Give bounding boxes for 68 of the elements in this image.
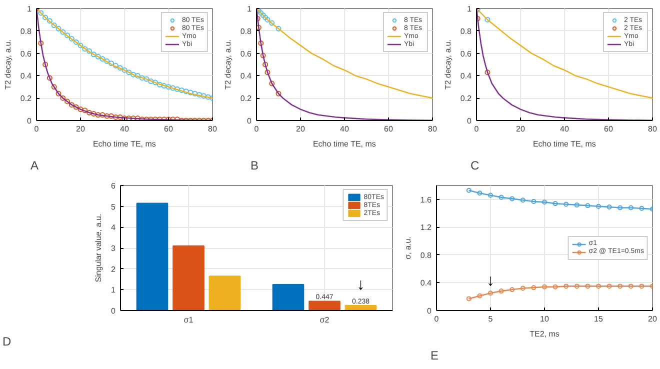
- x-tick-label: 40: [560, 124, 570, 134]
- y-tick-label: 0: [27, 116, 32, 126]
- y-tick-label: 0.8: [240, 26, 252, 36]
- x-tick-label: σ1: [184, 316, 194, 324]
- x-tick-label: 20: [648, 314, 658, 324]
- x-tick-label: 0: [254, 124, 260, 134]
- x-tick-label: 40: [340, 124, 350, 134]
- x-tick-label: 0: [434, 314, 440, 324]
- y-tick-label: 0.2: [20, 94, 32, 104]
- y-tick-label: 0: [427, 306, 432, 316]
- text: B: [250, 158, 259, 172]
- x-tick-label: 60: [384, 124, 394, 134]
- y-axis-title: T2 decay, a.u.: [223, 39, 232, 90]
- x-tick-label: 80: [648, 124, 658, 134]
- y-tick-label: 1: [111, 286, 116, 295]
- x-tick-label: 60: [164, 124, 174, 134]
- y-tick-label: 4: [111, 223, 116, 232]
- x-tick-label: 60: [604, 124, 614, 134]
- x-tick-label: 20: [516, 124, 526, 134]
- x-tick-label: σ2: [320, 316, 330, 324]
- annotation: ↓: [486, 272, 494, 290]
- y-tick-label: 1: [27, 4, 32, 14]
- x-axis-title: TE2, ms: [530, 330, 560, 338]
- y-tick-label: 3: [111, 244, 116, 253]
- y-tick-label: 0: [111, 306, 116, 316]
- x-tick-label: 0: [34, 124, 40, 134]
- y-tick-label: 1: [247, 4, 252, 14]
- x-tick-label: 5: [488, 314, 494, 324]
- y-tick-label: 0.8: [420, 250, 432, 260]
- y-tick-label: 0.4: [420, 278, 432, 288]
- text: E: [430, 348, 439, 362]
- y-tick-label: 0.4: [20, 72, 32, 81]
- x-tick-label: 20: [296, 124, 306, 134]
- y-tick-label: 0.2: [240, 94, 252, 104]
- y-tick-label: 0: [247, 116, 252, 126]
- x-axis-title: Echo time TE, ms: [532, 140, 596, 148]
- x-tick-label: 15: [594, 314, 604, 324]
- y-axis-title: T2 decay, a.u.: [443, 39, 452, 90]
- text: D: [2, 334, 12, 348]
- x-tick-label: 40: [120, 124, 130, 134]
- text: A: [30, 158, 39, 172]
- annotation: ↓: [356, 276, 365, 294]
- y-tick-label: 0.4: [240, 72, 252, 81]
- x-tick-label: 0: [474, 124, 480, 134]
- y-tick-label: 0.6: [20, 49, 32, 58]
- y-tick-label: 6: [111, 182, 116, 190]
- y-tick-label: 0.6: [460, 49, 472, 58]
- x-tick-label: 80: [428, 124, 438, 134]
- y-tick-label: 0: [467, 116, 472, 126]
- x-axis-title: Echo time TE, ms: [92, 140, 156, 148]
- y-tick-label: 0.4: [460, 72, 472, 81]
- y-tick-label: 1.6: [420, 195, 432, 204]
- x-tick-label: 10: [540, 314, 550, 324]
- y-tick-label: 5: [111, 202, 116, 212]
- y-tick-label: 1.2: [420, 223, 432, 232]
- y-tick-label: 0.6: [240, 49, 252, 58]
- y-tick-label: 0.8: [460, 26, 472, 36]
- x-tick-label: 80: [208, 124, 218, 134]
- x-axis-title: Echo time TE, ms: [312, 140, 376, 148]
- y-tick-label: 0.2: [460, 94, 472, 104]
- text: C: [470, 158, 480, 172]
- y-axis-title: Singular value, a.u.: [94, 214, 104, 282]
- x-tick-label: 20: [76, 124, 86, 134]
- y-axis-title: T2 decay, a.u.: [3, 39, 12, 90]
- y-axis-title: σ, a.u.: [403, 236, 412, 260]
- y-tick-label: 2: [111, 264, 116, 274]
- y-tick-label: 1: [467, 4, 472, 14]
- y-tick-label: 0.8: [20, 26, 32, 36]
